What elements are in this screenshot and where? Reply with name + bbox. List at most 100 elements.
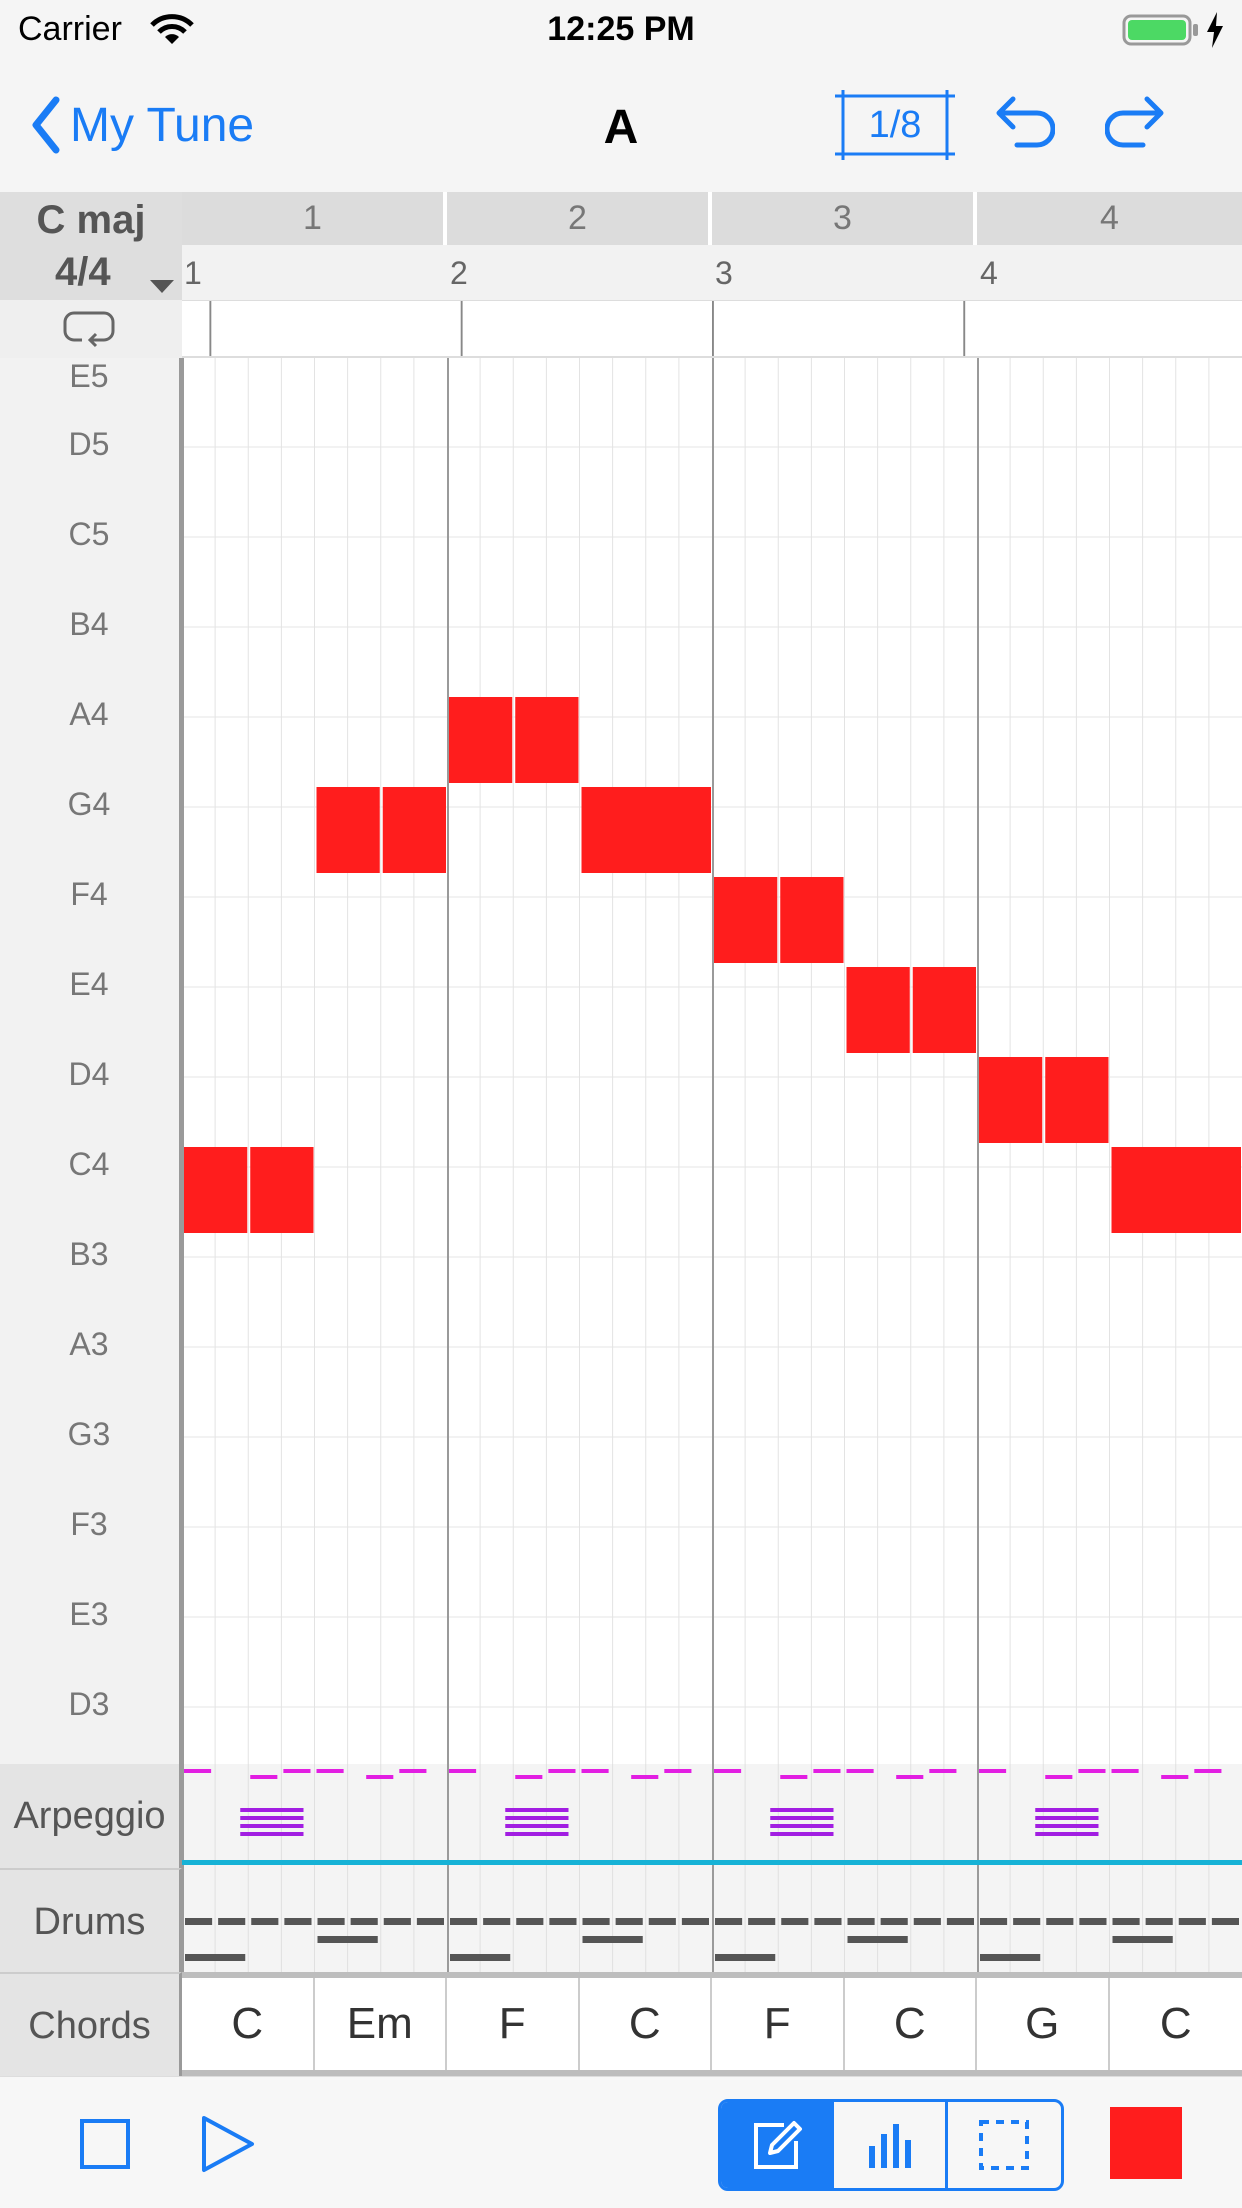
beat-number: 2 (450, 255, 468, 291)
drum-hit (715, 1918, 743, 1925)
note-block[interactable] (1045, 1057, 1109, 1143)
page-title: A (603, 101, 639, 154)
arpeggio-chord-note (770, 1808, 834, 1812)
arpeggio-note (366, 1775, 394, 1779)
arpeggio-track-label[interactable]: Arpeggio (0, 1764, 182, 1868)
loop-region[interactable] (182, 300, 1242, 358)
note-color-swatch[interactable] (1110, 2107, 1182, 2179)
drum-hit (847, 1918, 875, 1925)
drum-hit (185, 1918, 213, 1925)
redo-icon[interactable] (1105, 93, 1165, 153)
chords-track-label[interactable]: Chords (0, 1972, 182, 2076)
pitch-label: F3 (70, 1506, 108, 1542)
note-block[interactable] (515, 697, 579, 783)
note-block[interactable] (250, 1147, 314, 1233)
arpeggio-track[interactable] (182, 1764, 1242, 1868)
drum-hit (1112, 1918, 1140, 1925)
arpeggio-chord-note (1035, 1808, 1099, 1812)
stop-icon[interactable] (80, 2119, 130, 2169)
arpeggio-note (449, 1769, 477, 1773)
beat-number: 3 (715, 255, 733, 291)
drum-hit (980, 1918, 1008, 1925)
beat-number: 4 (980, 255, 998, 291)
drum-hit (185, 1954, 246, 1961)
chord-cell[interactable]: G (977, 1978, 1110, 2070)
carrier-label: Carrier (18, 10, 122, 48)
arpeggio-note (979, 1769, 1007, 1773)
note-block[interactable] (184, 1147, 248, 1233)
piano-roll-grid[interactable] (182, 358, 1242, 1764)
quantize-button[interactable]: 1/8 (835, 90, 955, 160)
pencil-tool-button[interactable] (721, 2102, 835, 2188)
chord-cell[interactable]: C (845, 1978, 977, 2070)
chord-cell[interactable]: C (580, 1978, 712, 2070)
timeline-ruler[interactable]: 1 2 3 4 1 2 3 4 (182, 192, 1242, 300)
note-block[interactable] (979, 1057, 1043, 1143)
arpeggio-note (1078, 1769, 1106, 1773)
drum-hit (582, 1918, 610, 1925)
undo-icon[interactable] (995, 93, 1055, 153)
drum-hit (615, 1918, 643, 1925)
arpeggio-chord-note (770, 1832, 834, 1836)
velocity-bars-icon (868, 2124, 911, 2168)
drum-hit (1013, 1918, 1041, 1925)
quantize-value: 1/8 (868, 104, 922, 146)
arpeggio-note (1194, 1769, 1222, 1773)
drum-hit (483, 1918, 511, 1925)
arpeggio-chord-note (240, 1816, 304, 1820)
back-button[interactable]: My Tune (30, 90, 254, 160)
drum-hit (284, 1918, 312, 1925)
select-tool-button[interactable] (948, 2102, 1061, 2188)
note-block[interactable] (581, 787, 712, 873)
chords-track: C Em F C F C G C (182, 1972, 1242, 2076)
beat-ruler: 1 2 3 4 (182, 245, 1242, 300)
bottom-toolbar (0, 2076, 1242, 2208)
arpeggio-chord-note (240, 1832, 304, 1836)
wifi-icon (150, 14, 194, 44)
pitch-label: D5 (68, 426, 110, 462)
drums-track-label[interactable]: Drums (0, 1868, 182, 1972)
key-signature-selector[interactable]: C maj 4/4 (0, 192, 182, 300)
chord-cell[interactable]: Em (315, 1978, 447, 2070)
drum-hit (1178, 1918, 1206, 1925)
drum-hit (847, 1936, 908, 1943)
note-block[interactable] (912, 967, 976, 1053)
loop-icon[interactable] (62, 310, 116, 350)
drum-hit (880, 1918, 908, 1925)
arpeggio-note (1111, 1769, 1139, 1773)
arpeggio-chord-note (505, 1808, 569, 1812)
chord-cell[interactable]: F (447, 1978, 580, 2070)
drum-hit (251, 1918, 279, 1925)
pitch-label: E3 (69, 1596, 109, 1632)
play-icon[interactable] (200, 2115, 256, 2173)
pitch-label: C4 (68, 1146, 110, 1182)
pitch-labels: E5 D5 C5 B4 A4 G4 F4 E4 D4 C4 B3 A3 G3 F3 E3 D3 (0, 358, 182, 1764)
drums-track[interactable] (182, 1868, 1242, 1972)
note-block[interactable] (780, 877, 844, 963)
note-block[interactable] (846, 967, 910, 1053)
note-block[interactable] (316, 787, 380, 873)
key-label: C maj (36, 198, 146, 242)
chord-cell[interactable]: C (182, 1978, 315, 2070)
note-block[interactable] (382, 787, 446, 873)
arpeggio-note (250, 1775, 278, 1779)
chord-cell[interactable]: F (712, 1978, 845, 2070)
note-block[interactable] (449, 697, 513, 783)
arpeggio-note (316, 1769, 344, 1773)
note-block[interactable] (1111, 1147, 1242, 1233)
drum-hit (350, 1918, 378, 1925)
arpeggio-note (548, 1769, 576, 1773)
bar-number: 4 (977, 192, 1242, 245)
chord-cell[interactable]: C (1159, 1999, 1192, 2048)
arpeggio-chord-note (770, 1816, 834, 1820)
time-signature-label: 4/4 (55, 250, 111, 294)
drum-hit (648, 1918, 676, 1925)
note-block[interactable] (714, 877, 778, 963)
arpeggio-note (780, 1775, 808, 1779)
arpeggio-note (631, 1775, 659, 1779)
drum-hit (317, 1936, 378, 1943)
arpeggio-chord-note (1035, 1816, 1099, 1820)
velocity-tool-button[interactable] (834, 2102, 948, 2188)
selection-icon (979, 2120, 1030, 2170)
pitch-label: B3 (69, 1236, 109, 1272)
